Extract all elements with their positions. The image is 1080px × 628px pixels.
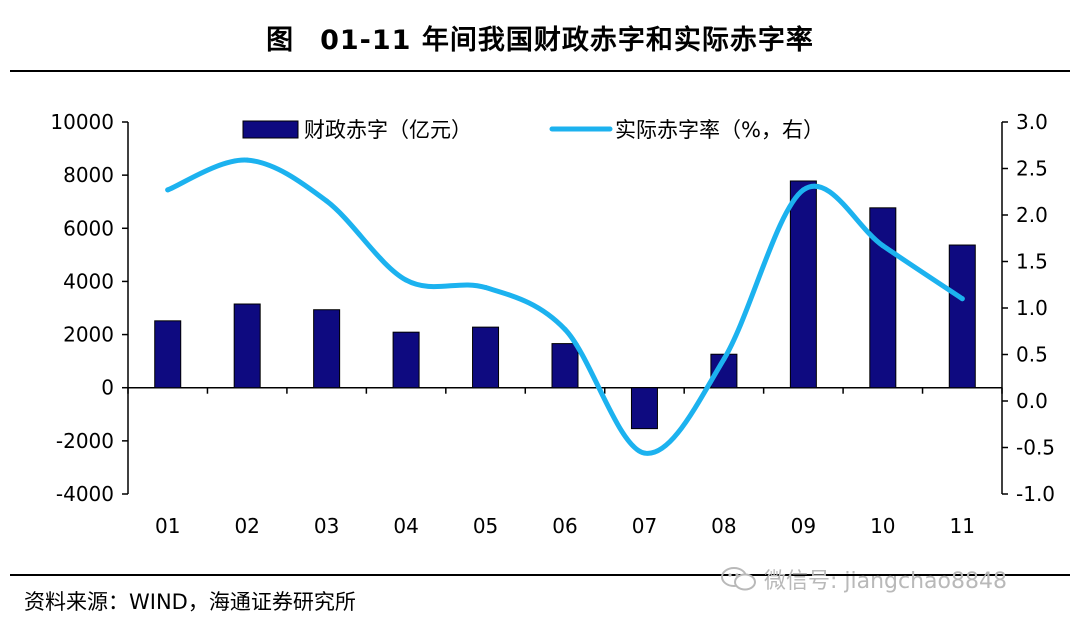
right-tick-label: -0.5	[1016, 436, 1055, 460]
right-tick-label: 2.0	[1016, 203, 1048, 227]
left-tick-label: -2000	[56, 429, 114, 453]
figure-label: 图	[266, 25, 295, 56]
right-tick-label: 0.5	[1016, 343, 1048, 367]
right-tick-label: 3.0	[1016, 110, 1048, 134]
line-point-01	[165, 187, 171, 193]
right-tick-label: 1.0	[1016, 296, 1048, 320]
line-series-deficit-rate	[165, 157, 965, 456]
bar-07	[630, 387, 658, 430]
legend-bar-label: 财政赤字（亿元）	[304, 118, 472, 142]
line-point-09	[800, 187, 806, 193]
x-tick-label: 10	[870, 514, 895, 538]
right-tick-label: 1.5	[1016, 250, 1048, 274]
line-point-08	[721, 356, 727, 362]
x-tick-label: 05	[473, 514, 498, 538]
x-tick-label: 11	[950, 514, 975, 538]
legend-line-label: 实际赤字率（%，右）	[615, 118, 824, 142]
line-point-03	[324, 198, 330, 204]
bar-06	[551, 343, 579, 389]
line-point-06	[562, 326, 568, 332]
watermark-text: 微信号: jiangchao8848	[764, 569, 1007, 594]
line-point-10	[880, 243, 886, 249]
line-point-04	[403, 277, 409, 283]
source-divider	[10, 574, 1070, 576]
x-tick-label: 09	[791, 514, 816, 538]
bar-03	[313, 309, 341, 389]
title-text: 01-11 年间我国财政赤字和实际赤字率	[320, 25, 814, 56]
right-tick-label: 0.0	[1016, 389, 1048, 413]
bar-11	[948, 244, 976, 389]
bar-05	[472, 326, 500, 389]
left-tick-label: 0	[101, 376, 114, 400]
right-tick-label: 2.5	[1016, 157, 1048, 181]
left-tick-label: 4000	[63, 269, 114, 293]
left-tick-label: 8000	[63, 163, 114, 187]
left-tick-label: -4000	[56, 482, 114, 506]
x-tick-label: 04	[393, 514, 418, 538]
bar-09	[789, 180, 817, 389]
x-tick-label: 08	[711, 514, 736, 538]
right-tick-label: -1.0	[1016, 482, 1055, 506]
legend-bar-swatch	[242, 120, 299, 139]
title-divider	[10, 70, 1070, 72]
bar-04	[392, 331, 420, 389]
wechat-icon	[721, 567, 756, 591]
source-note: 资料来源：WIND，海通证券研究所	[24, 590, 356, 614]
chart-title: 图 01-11 年间我国财政赤字和实际赤字率	[0, 18, 1080, 57]
left-tick-label: 10000	[50, 110, 114, 134]
line-point-07	[641, 450, 647, 456]
line-point-11	[959, 296, 965, 302]
x-tick-label: 07	[632, 514, 657, 538]
x-tick-label: 02	[234, 514, 259, 538]
x-tick-label: 01	[155, 514, 180, 538]
line-point-02	[244, 157, 250, 163]
bar-02	[233, 303, 261, 389]
left-tick-label: 2000	[63, 323, 114, 347]
left-tick-label: 6000	[63, 216, 114, 240]
line-point-05	[483, 285, 489, 291]
bar-01	[154, 320, 182, 389]
x-tick-label: 03	[314, 514, 339, 538]
watermark: 微信号: jiangchao8848	[720, 563, 1007, 595]
x-tick-label: 06	[552, 514, 577, 538]
